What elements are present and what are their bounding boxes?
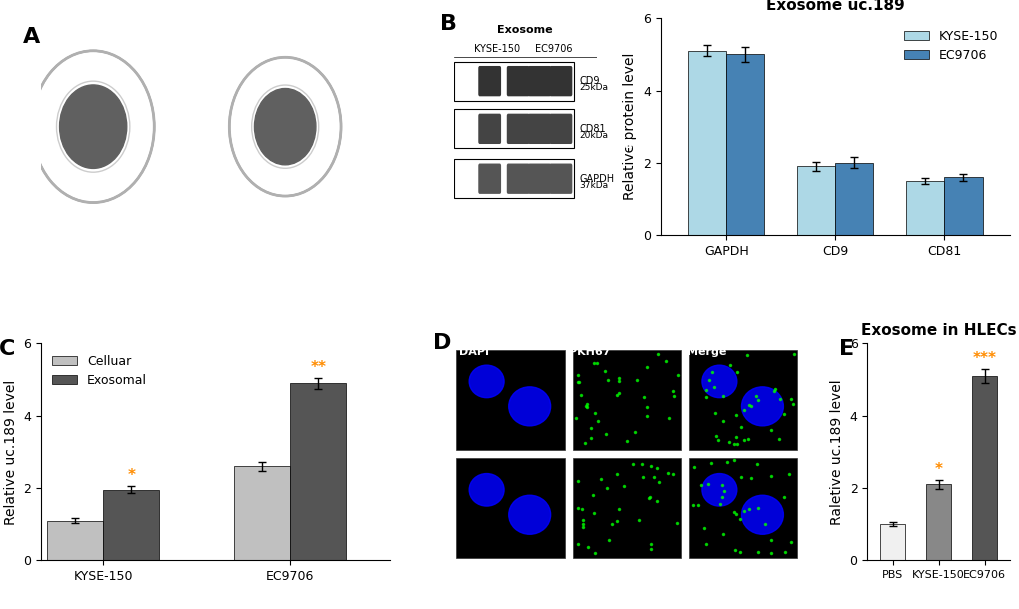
- Title: Exosome in HLECs: Exosome in HLECs: [860, 323, 1015, 338]
- FancyBboxPatch shape: [528, 164, 550, 194]
- Text: GAPDH: GAPDH: [579, 174, 614, 184]
- FancyBboxPatch shape: [478, 164, 500, 194]
- Legend: Celluar, Exosomal: Celluar, Exosomal: [47, 350, 152, 392]
- Bar: [944, 177, 981, 235]
- Circle shape: [508, 387, 550, 426]
- Text: E: E: [838, 339, 853, 359]
- Bar: [835, 163, 872, 235]
- Bar: [971, 376, 997, 560]
- Bar: [103, 490, 159, 560]
- Text: *: *: [933, 462, 942, 477]
- Bar: [689, 350, 797, 449]
- FancyBboxPatch shape: [528, 114, 550, 144]
- FancyBboxPatch shape: [506, 114, 529, 144]
- Text: D: D: [433, 333, 451, 353]
- Circle shape: [741, 387, 783, 426]
- Text: A: A: [23, 27, 41, 47]
- Bar: [453, 110, 574, 149]
- Circle shape: [254, 88, 316, 165]
- Circle shape: [59, 85, 126, 169]
- FancyBboxPatch shape: [478, 66, 500, 96]
- Text: PKH67: PKH67: [569, 347, 610, 357]
- Text: KYSE-150: KYSE-150: [438, 456, 447, 502]
- Text: **: **: [310, 360, 326, 375]
- Circle shape: [508, 495, 550, 534]
- Circle shape: [701, 474, 736, 506]
- Bar: [573, 350, 681, 449]
- FancyBboxPatch shape: [549, 114, 572, 144]
- Text: 25kDa: 25kDa: [579, 83, 608, 92]
- FancyBboxPatch shape: [478, 114, 500, 144]
- Bar: [573, 459, 681, 558]
- Bar: [455, 350, 565, 449]
- Bar: [689, 459, 797, 558]
- Circle shape: [469, 474, 503, 506]
- Text: ***: ***: [971, 351, 996, 366]
- Text: 37kDa: 37kDa: [579, 181, 608, 190]
- Text: CD81: CD81: [579, 124, 605, 134]
- FancyBboxPatch shape: [506, 66, 529, 96]
- FancyBboxPatch shape: [528, 66, 550, 96]
- Y-axis label: Relative protein level: Relative protein level: [623, 53, 637, 200]
- Y-axis label: Raletive uc.189 level: Raletive uc.189 level: [829, 379, 843, 525]
- Bar: [796, 166, 835, 235]
- Legend: KYSE-150, EC9706: KYSE-150, EC9706: [898, 24, 1003, 67]
- FancyBboxPatch shape: [549, 66, 572, 96]
- Bar: [879, 524, 904, 560]
- Text: B: B: [439, 14, 457, 34]
- Circle shape: [741, 495, 783, 534]
- Text: KYSE-150: KYSE-150: [473, 44, 520, 54]
- Text: CD9: CD9: [579, 76, 599, 86]
- FancyBboxPatch shape: [549, 164, 572, 194]
- Text: DAPI: DAPI: [459, 347, 488, 357]
- Text: Exosome: Exosome: [497, 25, 552, 35]
- Bar: [687, 51, 726, 235]
- Bar: [726, 54, 763, 235]
- Bar: [925, 484, 951, 560]
- Text: EC9706: EC9706: [535, 44, 572, 54]
- Bar: [47, 521, 103, 560]
- Bar: [453, 62, 574, 100]
- Bar: [453, 159, 574, 198]
- Bar: [455, 459, 565, 558]
- Text: Merge: Merge: [686, 347, 726, 357]
- Bar: [233, 466, 289, 560]
- Text: *: *: [127, 468, 136, 484]
- Bar: [289, 383, 345, 560]
- FancyBboxPatch shape: [506, 164, 529, 194]
- Bar: [905, 181, 944, 235]
- Text: HLECs: HLECs: [606, 138, 650, 150]
- Text: 20kDa: 20kDa: [579, 131, 608, 140]
- Text: C: C: [0, 339, 15, 359]
- Text: EC9706: EC9706: [438, 515, 447, 552]
- Y-axis label: Relative uc.189 level: Relative uc.189 level: [3, 379, 17, 524]
- Title: Exosome uc.189: Exosome uc.189: [765, 0, 904, 13]
- Circle shape: [701, 365, 736, 398]
- Circle shape: [469, 365, 503, 398]
